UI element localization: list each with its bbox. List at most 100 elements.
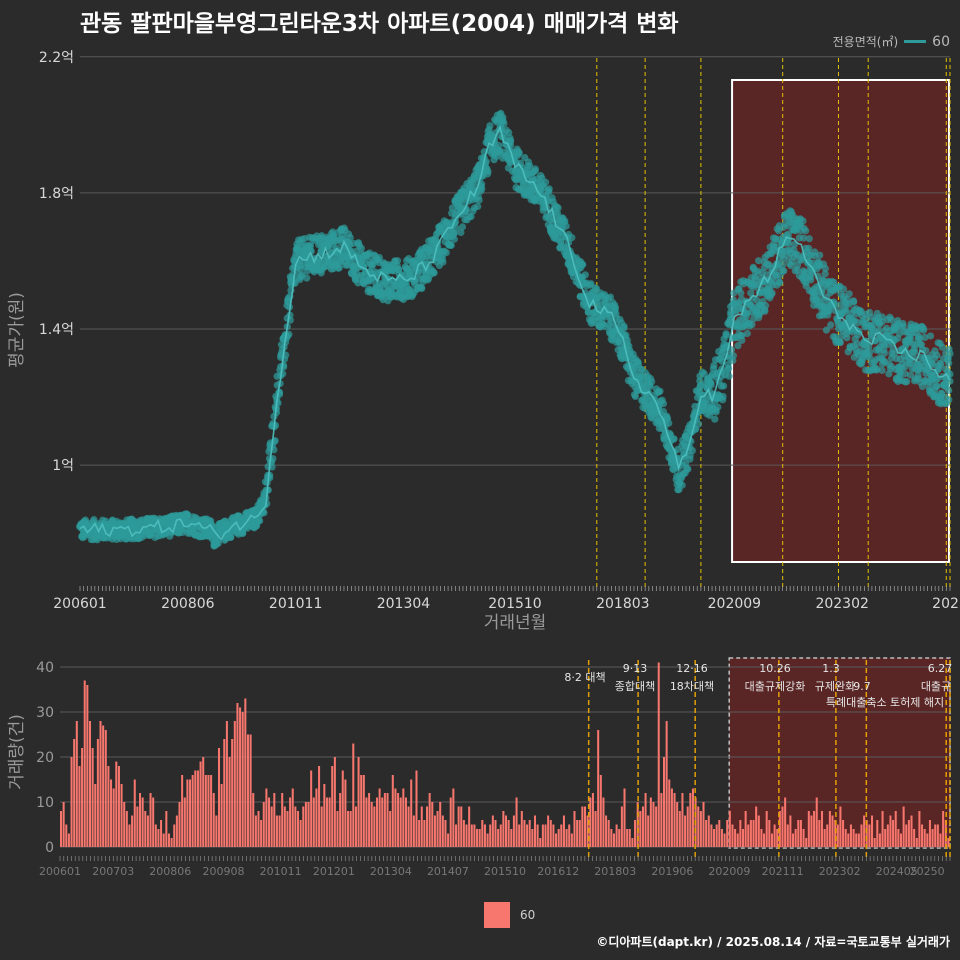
trade-point [743, 329, 751, 338]
trade-point [839, 285, 848, 293]
volume-bar [499, 824, 502, 847]
volume-bar [649, 797, 652, 847]
volume-bar [178, 802, 181, 847]
policy-annotation: 규제완화 [815, 680, 855, 693]
volume-bar [102, 725, 105, 847]
volume-bar [194, 770, 197, 847]
x-tick-label: 201011 [269, 596, 322, 612]
trade-point [450, 235, 458, 243]
volume-bar [597, 730, 600, 847]
y-tick-label: 1.4억 [39, 322, 74, 338]
volume-bar [328, 797, 331, 847]
volume-bar [868, 824, 871, 847]
volume-bar [360, 775, 363, 847]
trade-point [866, 348, 874, 356]
policy-annotation: 1.3 [822, 662, 840, 675]
trade-point [475, 196, 483, 204]
volume-bar [918, 811, 921, 847]
trade-point [271, 421, 280, 429]
volume-bar [623, 788, 626, 847]
trade-point [467, 212, 475, 221]
volume-bar [265, 788, 268, 847]
trade-point [834, 317, 842, 325]
volume-bar [776, 829, 779, 847]
trade-point [710, 361, 718, 370]
volume-bar [547, 815, 550, 847]
x-tick-label: 200806 [161, 596, 215, 612]
volume-bar [631, 838, 634, 847]
volume-bar [157, 829, 160, 847]
volume-bar [433, 815, 436, 847]
trade-point [297, 265, 305, 273]
volume-bar [512, 815, 515, 847]
trade-point [729, 352, 738, 360]
volume-bar [873, 838, 876, 847]
volume-bar [173, 824, 176, 847]
volume-bar [223, 739, 226, 847]
volume-bar [236, 703, 239, 847]
volume-bar [225, 721, 228, 847]
volume-bar [789, 815, 792, 847]
volume-bar [257, 811, 260, 847]
volume-bar [686, 806, 689, 847]
volume-bar [907, 820, 910, 847]
policy-annotation: 6.27 [928, 662, 953, 675]
volume-bar [728, 811, 731, 847]
volume-bar [412, 815, 415, 847]
volume-bar [175, 815, 178, 847]
volume-bar [655, 806, 658, 847]
volume-bar [715, 824, 718, 847]
trade-point [541, 178, 550, 186]
trade-point [827, 321, 835, 329]
trade-point [843, 334, 851, 342]
trade-point [760, 306, 769, 314]
trade-point [659, 400, 668, 408]
trade-point [578, 261, 586, 269]
trade-point [357, 244, 365, 252]
trade-point [919, 324, 928, 332]
volume-bar [397, 793, 400, 847]
volume-bar [749, 820, 752, 847]
volume-bar [233, 721, 236, 847]
volume-bar [947, 838, 950, 847]
volume-bar [249, 734, 252, 847]
trade-point [714, 403, 722, 411]
volume-bar [110, 779, 113, 847]
volume-bar [107, 766, 110, 847]
volume-bar [778, 811, 781, 847]
x-tick-label-bottom: 200806 [149, 865, 191, 878]
volume-bar [910, 815, 913, 847]
volume-bar [697, 806, 700, 847]
volume-bar [415, 770, 418, 847]
trade-point [906, 371, 915, 379]
trade-point [720, 382, 728, 390]
volume-bar [928, 820, 931, 847]
volume-bar [844, 829, 847, 847]
trade-point [683, 464, 691, 473]
volume-bar [341, 770, 344, 847]
policy-annotation: 종합대책 [615, 680, 655, 693]
y-tick-label: 1억 [52, 458, 74, 474]
volume-bar [426, 806, 429, 847]
policy-annotation: 12·16 [676, 662, 708, 675]
trade-point [531, 167, 539, 175]
volume-bar [607, 820, 610, 847]
volume-bar [191, 775, 194, 847]
volume-bar [581, 806, 584, 847]
x-tick-label-bottom: 200908 [203, 865, 245, 878]
trade-point [733, 306, 741, 314]
volume-bar [497, 829, 500, 847]
trade-point [477, 187, 485, 195]
y-tick-label: 1.8억 [39, 186, 74, 202]
volume-bar [315, 788, 318, 847]
volume-bar [104, 730, 107, 847]
volume-bar [644, 793, 647, 847]
volume-bar [441, 815, 444, 847]
volume-bar [799, 820, 802, 847]
volume-bar [578, 820, 581, 847]
volume-bar [634, 820, 637, 847]
volume-bar [533, 815, 536, 847]
trade-point [303, 274, 311, 282]
trade-point [914, 371, 922, 380]
volume-bar [489, 824, 492, 847]
